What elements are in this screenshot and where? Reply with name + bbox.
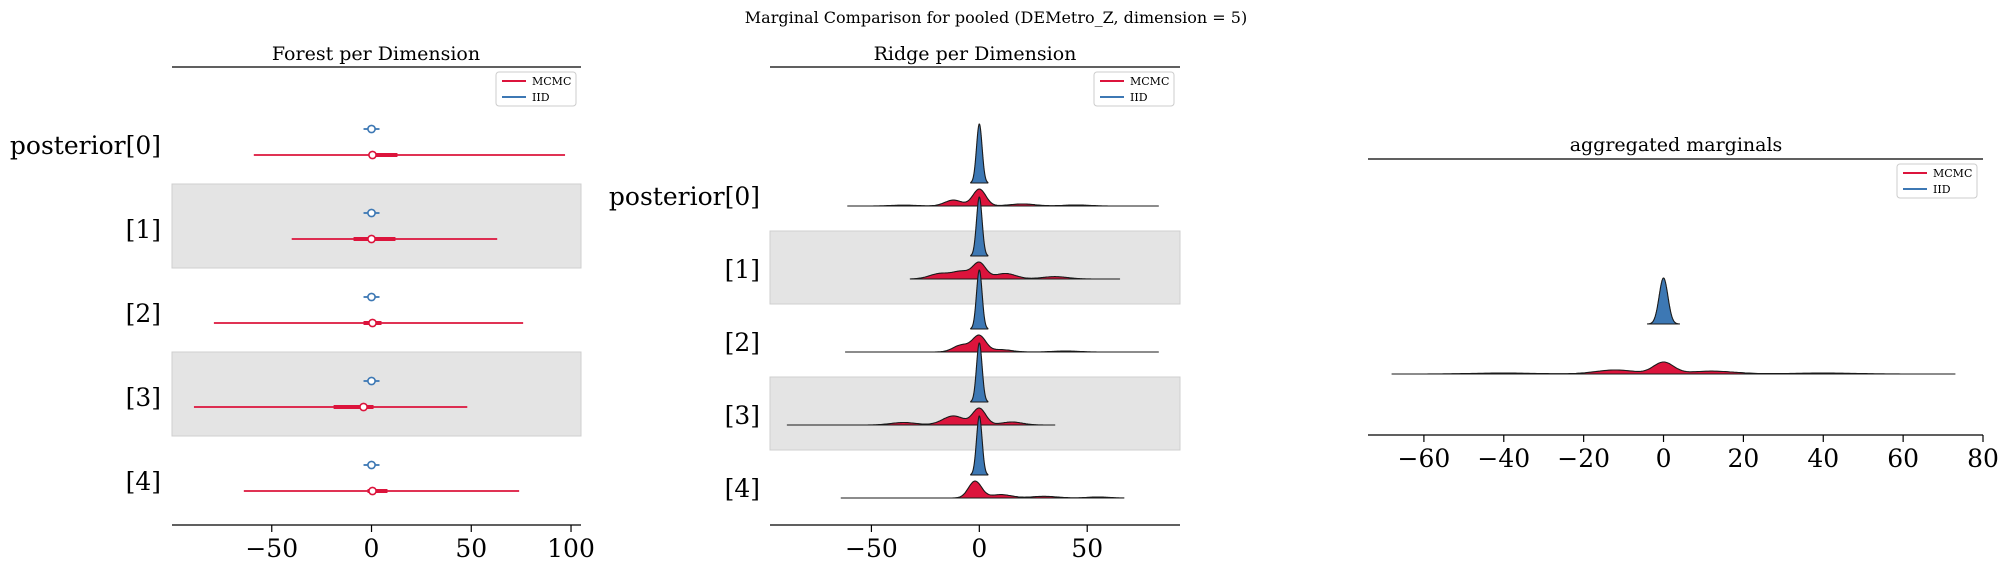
forest-x-tick-label: −50 — [245, 534, 298, 563]
ridge-row-label: [1] — [725, 255, 760, 284]
ridge-iid-density — [970, 415, 989, 476]
forest-title: Forest per Dimension — [272, 43, 480, 65]
forest-point — [367, 292, 376, 302]
aggregated-x-tick-label: 80 — [1967, 444, 1999, 473]
forest-point — [367, 460, 376, 470]
forest-point — [368, 318, 377, 328]
aggregated-x-tick-label: −60 — [1398, 444, 1451, 473]
forest-row-band — [171, 183, 582, 269]
forest-point — [367, 234, 376, 244]
forest-row-label: [2] — [126, 299, 161, 328]
ridge-marks — [786, 123, 1159, 499]
ridge-mcmc-density — [786, 407, 1056, 426]
aggregated-x-tick-label: 60 — [1887, 444, 1919, 473]
aggregated-x-tick-label: −20 — [1557, 444, 1610, 473]
ridge-legend-mcmc-label: MCMC — [1130, 75, 1169, 88]
aggregated-panel: aggregated marginals −60 −40 −20 0 20 40 60 80 … — [1368, 134, 1999, 473]
ridge-row-label: posterior[0] — [609, 182, 760, 211]
aggregated-iid-density — [1646, 277, 1681, 325]
aggregated-marks — [1391, 277, 1956, 375]
figure-suptitle: Marginal Comparison for pooled (DEMetro_… — [745, 8, 1247, 27]
forest-legend: MCMC IID — [495, 71, 577, 107]
aggregated-title: aggregated marginals — [1570, 134, 1783, 156]
ridge-mcmc-density — [909, 261, 1121, 280]
ridge-x-tick-label: −50 — [845, 534, 898, 563]
aggregated-x-tick-label: −40 — [1477, 444, 1530, 473]
aggregated-x-axis: −60 −40 −20 0 20 40 60 80 — [1398, 435, 1999, 473]
forest-point — [367, 376, 376, 386]
forest-x-tick-label: 100 — [547, 534, 595, 563]
ridge-row-labels: posterior[0] [1] [2] [3] [4] — [609, 182, 760, 503]
ridge-mcmc-density — [844, 334, 1159, 353]
aggregated-x-tick-label: 20 — [1727, 444, 1759, 473]
ridge-mcmc-density — [840, 480, 1125, 499]
ridge-x-axis: −50 0 50 — [845, 525, 1103, 563]
forest-point — [368, 486, 377, 496]
forest-x-axis: −50 0 50 100 — [245, 525, 595, 563]
forest-point — [367, 208, 376, 218]
ridge-iid-density — [970, 196, 989, 257]
forest-marks — [193, 124, 566, 496]
aggregated-x-tick-label: 0 — [1656, 444, 1672, 473]
ridge-legend: MCMC IID — [1093, 71, 1175, 107]
forest-row-label: [1] — [126, 215, 161, 244]
ridge-title: Ridge per Dimension — [874, 43, 1077, 65]
forest-panel: Forest per Dimension posterior[0] [1] [2… — [10, 43, 595, 563]
aggregated-x-tick-label: 40 — [1807, 444, 1839, 473]
forest-legend-iid-label: IID — [532, 91, 550, 104]
ridge-mcmc-density — [847, 188, 1159, 207]
ridge-iid-density — [970, 123, 989, 184]
forest-point — [359, 402, 368, 412]
forest-x-tick-label: 50 — [455, 534, 487, 563]
forest-row-label: [3] — [126, 383, 161, 412]
forest-row-label: [4] — [126, 467, 161, 496]
forest-point — [368, 150, 377, 160]
ridge-iid-density — [970, 269, 989, 330]
aggregated-legend-iid-label: IID — [1933, 183, 1951, 196]
ridge-legend-iid-label: IID — [1130, 91, 1148, 104]
aggregated-legend-mcmc-label: MCMC — [1933, 167, 1972, 180]
ridge-panel: Ridge per Dimension posterior[0] [1] [2]… — [609, 43, 1181, 563]
ridge-iid-density — [970, 342, 989, 403]
forest-row-band — [171, 351, 582, 437]
forest-row-label: posterior[0] — [10, 131, 161, 160]
forest-point — [367, 124, 376, 134]
aggregated-mcmc-density — [1391, 361, 1956, 375]
ridge-row-label: [3] — [725, 401, 760, 430]
forest-x-tick-label: 0 — [364, 534, 380, 563]
ridge-row-label: [4] — [725, 474, 760, 503]
ridge-x-tick-label: 0 — [971, 534, 987, 563]
forest-row-labels: posterior[0] [1] [2] [3] [4] — [10, 131, 161, 496]
forest-bands — [171, 183, 582, 437]
ridge-row-label: [2] — [725, 328, 760, 357]
forest-legend-mcmc-label: MCMC — [532, 75, 571, 88]
aggregated-legend: MCMC IID — [1896, 163, 1978, 199]
ridge-x-tick-label: 50 — [1071, 534, 1103, 563]
